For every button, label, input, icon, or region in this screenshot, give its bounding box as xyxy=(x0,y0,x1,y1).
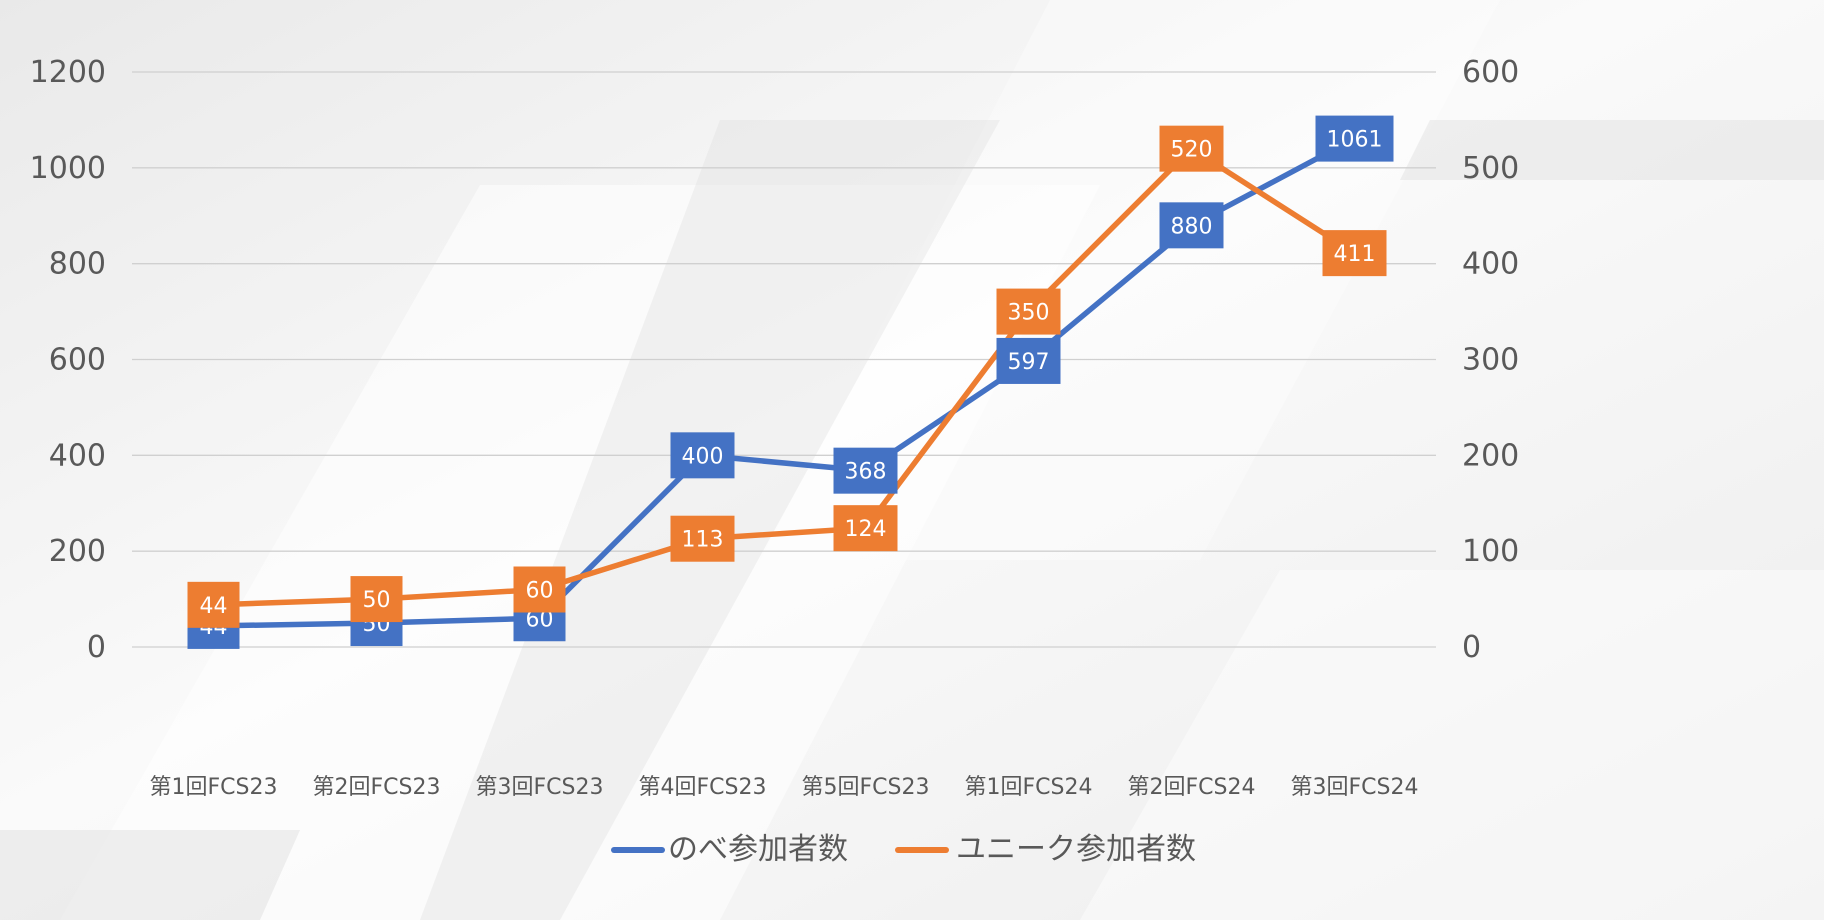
data-point-2: 50 xyxy=(350,576,403,623)
data-label-2: 60 xyxy=(526,579,554,604)
legend-item-2: ユニーク参加者数 xyxy=(895,832,1196,867)
data-marker-1 xyxy=(1315,115,1394,162)
x-tick-label: 第3回FCS23 xyxy=(476,775,604,800)
data-label-1: 880 xyxy=(1171,214,1213,239)
gridlines xyxy=(132,71,1436,648)
data-label-1: 368 xyxy=(845,460,887,485)
data-point-2: 124 xyxy=(833,505,898,552)
y-left-tick-label: 1000 xyxy=(30,151,106,186)
data-labels: 4450604003685978801061445060113124350520… xyxy=(187,115,1394,649)
y-left-tick-label: 600 xyxy=(49,343,106,378)
x-axis: 第1回FCS23 第2回FCS23 第3回FCS23 第4回FCS23 第5回FCS23… xyxy=(150,775,1419,800)
y-axis-right: 0 100 200 300 400 500 600 xyxy=(1462,55,1519,665)
legend-item-1: のべ参加者数 xyxy=(611,832,848,867)
data-marker-2 xyxy=(833,505,898,552)
y-axis-left: 0 200 400 600 800 1000 1200 xyxy=(30,55,106,665)
x-tick-label: 第1回FCS23 xyxy=(150,775,278,800)
data-marker-2 xyxy=(670,515,735,562)
data-point-1: 880 xyxy=(1159,202,1224,249)
data-marker-2 xyxy=(187,581,240,628)
y-left-tick-label: 1200 xyxy=(30,55,106,90)
data-marker-1 xyxy=(833,447,898,494)
data-marker-1 xyxy=(670,432,735,479)
y-right-tick-label: 600 xyxy=(1462,55,1519,90)
y-right-tick-label: 300 xyxy=(1462,343,1519,378)
data-marker-2 xyxy=(1159,125,1224,172)
data-marker-2 xyxy=(1322,230,1387,277)
y-left-tick-label: 0 xyxy=(87,630,106,665)
data-point-2: 520 xyxy=(1159,125,1224,172)
data-label-1: 597 xyxy=(1008,350,1050,375)
data-point-2: 60 xyxy=(513,566,566,613)
y-right-tick-label: 0 xyxy=(1462,630,1481,665)
x-tick-label: 第2回FCS24 xyxy=(1128,775,1256,800)
y-left-tick-label: 200 xyxy=(49,534,106,569)
data-point-2: 350 xyxy=(996,288,1061,335)
data-marker-1 xyxy=(1159,202,1224,249)
data-label-2: 520 xyxy=(1171,138,1213,163)
data-point-2: 44 xyxy=(187,581,240,628)
data-point-1: 1061 xyxy=(1315,115,1394,162)
x-tick-label: 第1回FCS24 xyxy=(965,775,1093,800)
y-left-tick-label: 400 xyxy=(49,438,106,473)
data-marker-1 xyxy=(996,337,1061,384)
y-right-tick-label: 100 xyxy=(1462,534,1519,569)
x-tick-label: 第2回FCS23 xyxy=(313,775,441,800)
x-tick-label: 第4回FCS23 xyxy=(639,775,767,800)
data-label-2: 44 xyxy=(200,594,228,619)
x-tick-label: 第3回FCS24 xyxy=(1291,775,1419,800)
x-tick-label: 第5回FCS23 xyxy=(802,775,930,800)
legend: のべ参加者数 ユニーク参加者数 xyxy=(611,832,1196,867)
y-right-tick-label: 400 xyxy=(1462,247,1519,282)
y-left-tick-label: 800 xyxy=(49,247,106,282)
data-label-2: 350 xyxy=(1008,301,1050,326)
data-label-2: 124 xyxy=(845,517,887,542)
data-point-2: 411 xyxy=(1322,230,1387,277)
data-label-2: 50 xyxy=(363,588,391,613)
series-line-2 xyxy=(210,145,1358,608)
data-point-1: 597 xyxy=(996,337,1061,384)
data-point-1: 368 xyxy=(833,447,898,494)
y-right-tick-label: 500 xyxy=(1462,151,1519,186)
legend-label-1: のべ参加者数 xyxy=(668,832,848,867)
data-label-1: 1061 xyxy=(1327,128,1383,153)
data-point-1: 400 xyxy=(670,432,735,479)
data-marker-2 xyxy=(996,288,1061,335)
y-right-tick-label: 200 xyxy=(1462,438,1519,473)
data-point-2: 113 xyxy=(670,515,735,562)
legend-label-2: ユニーク参加者数 xyxy=(956,832,1196,867)
data-label-2: 113 xyxy=(682,528,724,553)
data-marker-2 xyxy=(350,576,403,623)
data-label-1: 400 xyxy=(682,444,724,469)
data-label-2: 411 xyxy=(1334,242,1376,267)
data-marker-2 xyxy=(513,566,566,613)
